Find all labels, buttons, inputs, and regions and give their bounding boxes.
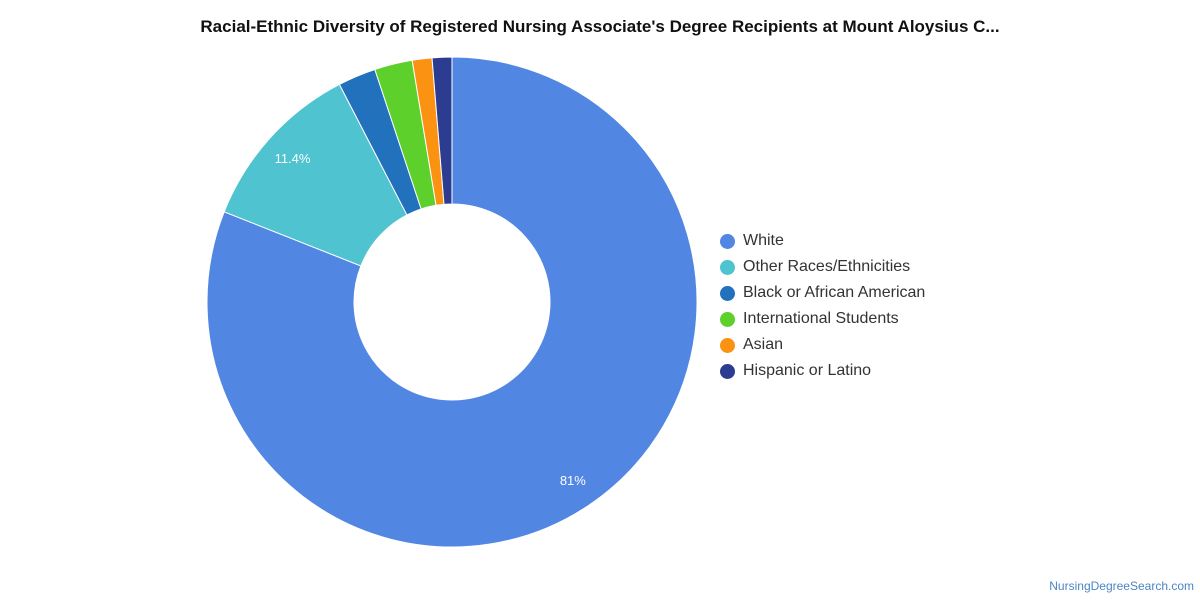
- legend-item-2[interactable]: Black or African American: [720, 280, 925, 306]
- legend-swatch-icon: [720, 233, 735, 249]
- slice-value-label-0: 81%: [560, 473, 586, 488]
- legend-swatch-icon: [720, 337, 735, 353]
- legend-swatch-icon: [720, 285, 735, 301]
- legend-swatch-icon: [720, 311, 735, 327]
- source-watermark[interactable]: NursingDegreeSearch.com: [1049, 579, 1194, 593]
- legend-item-5[interactable]: Hispanic or Latino: [720, 358, 925, 384]
- legend-item-0[interactable]: White: [720, 228, 925, 254]
- legend-label: Black or African American: [743, 284, 926, 301]
- legend-swatch-icon: [720, 259, 735, 275]
- donut-slice-1[interactable]: [223, 83, 408, 267]
- legend-label: Asian: [743, 336, 784, 353]
- slice-value-label-1: 11.4%: [275, 151, 311, 166]
- legend-item-3[interactable]: International Students: [720, 306, 925, 332]
- legend-item-4[interactable]: Asian: [720, 332, 925, 358]
- legend-item-1[interactable]: Other Races/Ethnicities: [720, 254, 925, 280]
- legend-swatch-icon: [720, 363, 735, 379]
- chart-legend: White Other Races/Ethnicities Black or Afr…: [720, 228, 925, 384]
- donut-slice-0[interactable]: [206, 56, 698, 548]
- legend-label: Hispanic or Latino: [743, 362, 872, 379]
- donut-slice-5[interactable]: [431, 56, 453, 205]
- legend-label: International Students: [743, 310, 899, 327]
- legend-label: Other Races/Ethnicities: [743, 258, 911, 275]
- legend-label: White: [743, 232, 784, 249]
- chart-title: Racial-Ethnic Diversity of Registered Nu…: [200, 17, 1000, 36]
